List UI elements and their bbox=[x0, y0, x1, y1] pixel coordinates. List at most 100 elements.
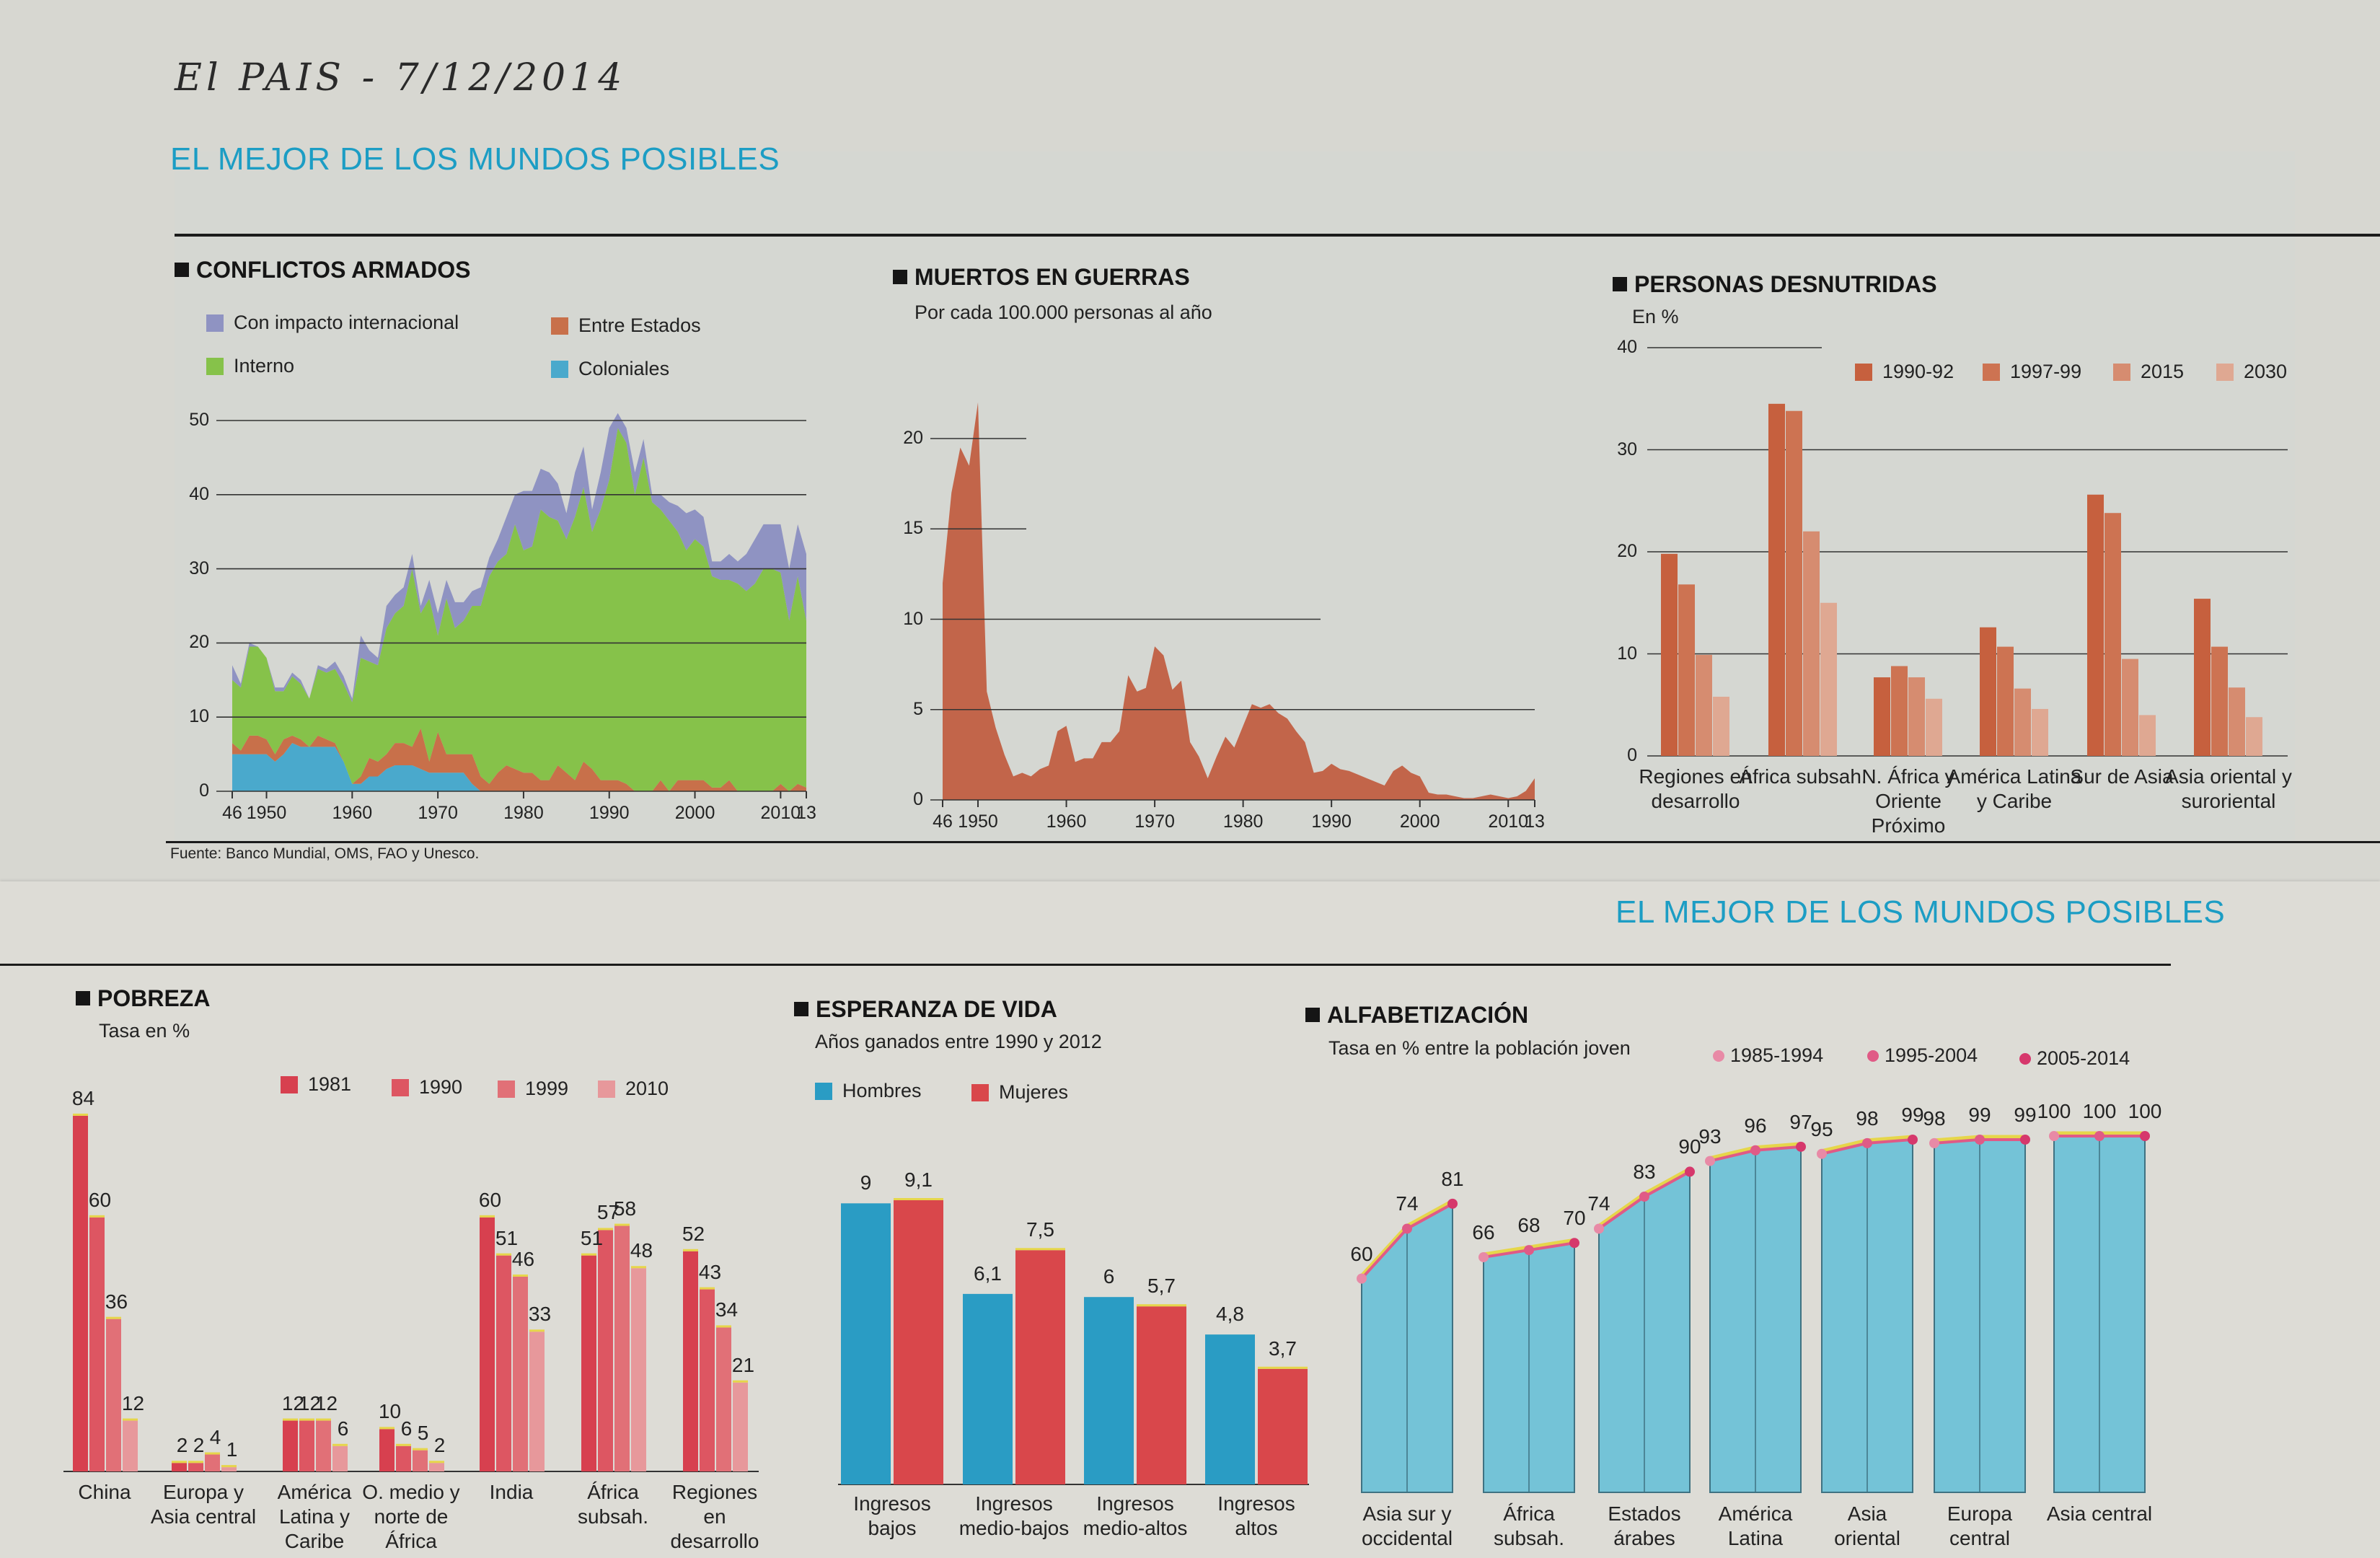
point-asia-sur-y-occidental-1995-2004 bbox=[1402, 1223, 1412, 1234]
bar-sur-de-asia-2015 bbox=[2122, 659, 2138, 756]
bar-cap bbox=[614, 1223, 630, 1226]
bar-cap bbox=[480, 1215, 495, 1218]
bar-n-africa-y-oriente-proximo-1997-99 bbox=[1891, 666, 1908, 756]
bar-china-2010 bbox=[123, 1420, 138, 1471]
bar-cap bbox=[529, 1329, 545, 1332]
bar-asia-oriental-y-suroriental-2030 bbox=[2246, 717, 2262, 756]
area-muertos bbox=[943, 402, 1535, 800]
point-africa-subsah-1985-1994 bbox=[1478, 1251, 1489, 1262]
bar-america-latina-y-caribe-1999 bbox=[316, 1420, 331, 1471]
legend-label: Con impacto internacional bbox=[234, 312, 459, 333]
legend-swatch bbox=[206, 314, 224, 332]
bar-ingresos-medio-altos-hombres bbox=[1084, 1297, 1134, 1484]
desnutridas-title: PERSONAS DESNUTRIDAS bbox=[1613, 271, 1937, 298]
bar-cap bbox=[496, 1253, 511, 1256]
bar-o-medio-y-norte-de-africa-1990 bbox=[396, 1445, 411, 1471]
point-asia-oriental-1995-2004 bbox=[1862, 1137, 1872, 1148]
legend-label: 2015 bbox=[2141, 361, 2185, 382]
pobreza-title: POBREZA bbox=[76, 985, 210, 1012]
legend-label: 2010 bbox=[625, 1078, 669, 1099]
bar-india-1981 bbox=[480, 1217, 495, 1471]
legend-swatch bbox=[598, 1080, 615, 1098]
bar-cap bbox=[396, 1443, 411, 1446]
legend-label: 1997-99 bbox=[2010, 361, 2082, 382]
alfabetizacion-subtitle: Tasa en % entre la población joven bbox=[1328, 1037, 1631, 1059]
bar-regiones-en-desarrollo-1990 bbox=[700, 1289, 715, 1471]
bar-china-1999 bbox=[106, 1319, 121, 1471]
point-asia-central-1985-1994 bbox=[2049, 1131, 2059, 1141]
legend-item-1995-2004: 1995-2004 bbox=[1867, 1044, 1978, 1067]
bar-europa-y-asia-central-1981 bbox=[172, 1463, 187, 1471]
bar-india-2010 bbox=[529, 1332, 545, 1471]
legend-item-mujeres: Mujeres bbox=[971, 1081, 1068, 1104]
bar-regiones-en-desarrollo-1999 bbox=[716, 1327, 731, 1471]
bar-cap bbox=[379, 1427, 395, 1430]
point-asia-sur-y-occidental-1985-1994 bbox=[1357, 1273, 1367, 1284]
point-asia-oriental-2005-2014 bbox=[1908, 1134, 1918, 1145]
bar-europa-y-asia-central-1999 bbox=[205, 1454, 220, 1471]
bar-india-1990 bbox=[496, 1255, 511, 1471]
muertos-subtitle: Por cada 100.000 personas al año bbox=[914, 302, 1212, 323]
bar-cap bbox=[683, 1249, 698, 1251]
bar-cap bbox=[299, 1418, 314, 1421]
legend-item-hombres: Hombres bbox=[815, 1080, 922, 1102]
bar-america-latina-y-caribe-2030 bbox=[2032, 708, 2048, 756]
bar-cap bbox=[581, 1253, 596, 1256]
point-asia-central-2005-2014 bbox=[2140, 1131, 2150, 1141]
bar-africa-subsah-1997-99 bbox=[1786, 410, 1802, 756]
bar-cap bbox=[123, 1418, 138, 1421]
bar-america-latina-y-caribe-2010 bbox=[332, 1445, 348, 1471]
bar-cap bbox=[221, 1465, 237, 1468]
desnutridas-unit: En % bbox=[1632, 306, 1679, 327]
bar-o-medio-y-norte-de-africa-2010 bbox=[429, 1463, 444, 1471]
legend-item-1997-99: 1997-99 bbox=[1983, 361, 2081, 383]
bar-cap bbox=[1015, 1248, 1065, 1251]
legend-label: 1990 bbox=[419, 1076, 463, 1098]
legend-item-interno: Interno bbox=[206, 355, 294, 377]
esperanza-subtitle: Años ganados entre 1990 y 2012 bbox=[815, 1031, 1102, 1052]
bar-cap bbox=[894, 1197, 943, 1200]
esperanza-title: ESPERANZA DE VIDA bbox=[794, 996, 1057, 1023]
bar-america-latina-y-caribe-1997-99 bbox=[1997, 646, 2014, 756]
conflictos-title: CONFLICTOS ARMADOS bbox=[175, 257, 470, 283]
point-estados-arabes-1985-1994 bbox=[1594, 1223, 1604, 1234]
bar-cap bbox=[332, 1443, 348, 1446]
legend-label: Mujeres bbox=[999, 1081, 1069, 1103]
legend-swatch bbox=[392, 1078, 409, 1096]
point-estados-arabes-1995-2004 bbox=[1639, 1191, 1649, 1202]
bar-america-latina-y-caribe-1990-92 bbox=[1980, 627, 1996, 756]
lower-rule bbox=[0, 964, 2171, 966]
legend-dot bbox=[1867, 1049, 1879, 1062]
bar-regiones-en-desarrollo-2030 bbox=[1713, 696, 1729, 756]
bar-cap bbox=[716, 1325, 731, 1328]
legend-item-entre-estados: Entre Estados bbox=[551, 314, 701, 337]
bar-n-africa-y-oriente-proximo-2030 bbox=[1926, 698, 1942, 756]
legend-item-1990: 1990 bbox=[392, 1076, 462, 1099]
area-interno bbox=[232, 428, 806, 791]
bar-cap bbox=[1137, 1304, 1186, 1307]
legend-swatch bbox=[2216, 363, 2234, 381]
legend-item-1981: 1981 bbox=[281, 1073, 351, 1096]
bar-africa-subsah-2010 bbox=[631, 1268, 646, 1471]
bar-asia-oriental-y-suroriental-1990-92 bbox=[2194, 599, 2211, 756]
point-estados-arabes-2005-2014 bbox=[1685, 1166, 1695, 1177]
legend-dot bbox=[2019, 1052, 2031, 1065]
point-europa-central-1985-1994 bbox=[1929, 1137, 1939, 1148]
legend-swatch bbox=[2113, 363, 2130, 381]
area-entre-estados bbox=[232, 728, 806, 791]
bar-asia-oriental-y-suroriental-2015 bbox=[2229, 687, 2245, 756]
bar-america-latina-y-caribe-2015 bbox=[2014, 688, 2031, 756]
bar-regiones-en-desarrollo-1997-99 bbox=[1678, 584, 1695, 756]
bar-cap bbox=[188, 1461, 203, 1464]
bar-regiones-en-desarrollo-2015 bbox=[1696, 654, 1712, 756]
point-africa-subsah-2005-2014 bbox=[1569, 1238, 1579, 1249]
legend-label: Coloniales bbox=[578, 358, 670, 379]
bar-sur-de-asia-1997-99 bbox=[2104, 513, 2121, 756]
area-coloniales bbox=[232, 743, 806, 791]
legend-item-coloniales: Coloniales bbox=[551, 358, 669, 380]
bar-africa-subsah-1999 bbox=[614, 1225, 630, 1471]
bar-ingresos-medio-altos-mujeres bbox=[1137, 1306, 1186, 1484]
legend-swatch bbox=[1983, 363, 2000, 381]
bar-cap bbox=[700, 1287, 715, 1290]
